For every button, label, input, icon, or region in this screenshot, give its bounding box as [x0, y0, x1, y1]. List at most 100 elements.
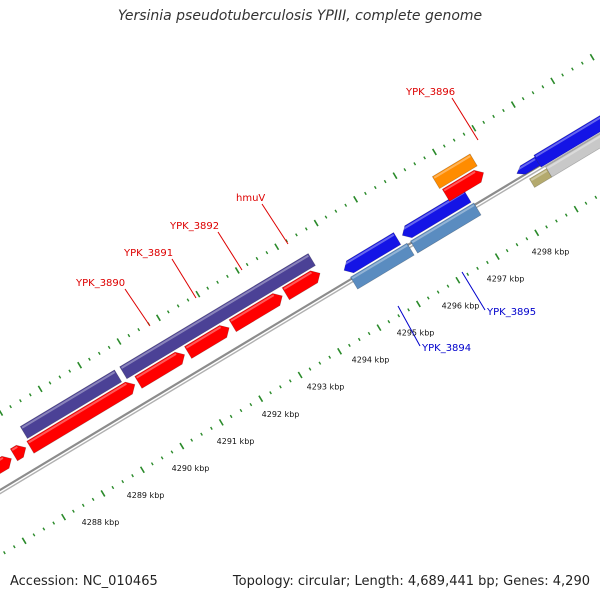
gene-arrow-ypk3890-highlight	[28, 382, 127, 444]
tick-label: 4288 kbp	[82, 518, 120, 527]
gene-features	[0, 115, 600, 475]
gene-arrow-red-right-highlight	[443, 171, 476, 192]
inner-tick	[328, 355, 332, 359]
inner-tick	[258, 395, 264, 403]
outer-tick	[186, 298, 190, 302]
outer-tick	[107, 345, 111, 350]
outer-tick	[334, 209, 338, 213]
gene-label-leader	[217, 231, 243, 271]
outer-tick	[285, 239, 288, 243]
gene-arrow-red	[0, 455, 12, 475]
gene-label: YPK_3895	[486, 307, 536, 318]
inner-tick	[337, 347, 343, 355]
gene-arrow-ypk3892	[184, 325, 230, 359]
gene-arrow-ypk3890	[26, 381, 136, 454]
outer-tick	[48, 381, 52, 385]
gene-arrow-ypk3891-highlight	[136, 353, 177, 379]
gene-block-blue-right	[533, 115, 600, 168]
gene-label: YPK_3896	[405, 87, 455, 98]
outer-tick	[571, 67, 574, 71]
tick-label: 4289 kbp	[127, 491, 165, 500]
inner-tick	[190, 438, 194, 442]
outer-tick	[383, 179, 387, 184]
inner-tick	[91, 497, 95, 502]
outer-tick	[462, 132, 466, 136]
outer-tick	[482, 120, 486, 124]
inner-tick	[200, 432, 203, 436]
outer-tick	[561, 73, 564, 77]
inner-tick	[218, 418, 224, 426]
outer-tick	[373, 185, 377, 190]
inner-tick	[239, 408, 243, 413]
gene-block-gray-highlight	[546, 135, 600, 169]
gene-arrow-ypk3891	[134, 351, 185, 389]
outer-tick	[127, 333, 131, 338]
outer-tick	[353, 195, 359, 203]
outer-tick	[403, 168, 407, 172]
gene-block-khaki	[528, 168, 553, 188]
tick-label: 4290 kbp	[172, 464, 210, 473]
outer-tick	[137, 328, 141, 332]
tick-label: 4294 kbp	[352, 356, 390, 365]
gene-block-navy-long	[119, 253, 316, 380]
inner-tick	[170, 450, 174, 454]
outer-tick	[155, 314, 161, 322]
gene-label: YPK_3891	[123, 248, 173, 259]
inner-tick	[397, 314, 401, 318]
tick-label: 4293 kbp	[307, 383, 345, 392]
inner-tick	[308, 367, 312, 371]
gene-block-ypk3896	[431, 153, 478, 189]
inner-tick	[455, 276, 461, 284]
outer-tick	[9, 404, 12, 409]
inner-tick	[367, 331, 371, 336]
inner-tick	[3, 551, 6, 555]
gene-arrow-ypk3892b	[228, 293, 283, 333]
inner-tick	[376, 324, 382, 332]
outer-tick	[531, 91, 535, 95]
gene-label: YPK_3892	[169, 221, 219, 232]
genome-summary-text: Topology: circular; Length: 4,689,441 bp…	[232, 574, 590, 589]
outer-tick	[88, 357, 91, 361]
outer-tick	[550, 77, 556, 85]
inner-tick	[288, 379, 292, 383]
gene-block-navy	[19, 369, 123, 439]
outer-tick	[226, 274, 229, 278]
map-title: Yersinia pseudotuberculosis YPIII, compl…	[117, 8, 483, 24]
gene-block-ypk3894-highlight	[351, 244, 408, 280]
inner-tick	[545, 225, 548, 229]
inner-tick	[357, 337, 361, 342]
inner-tick	[466, 272, 470, 276]
inner-tick	[279, 385, 282, 389]
tick-label: 4291 kbp	[217, 437, 255, 446]
gene-arrow-red-highlight	[11, 446, 18, 451]
outer-tick	[580, 61, 584, 65]
inner-tick	[249, 402, 253, 407]
inner-tick	[150, 462, 154, 466]
outer-tick	[176, 304, 180, 308]
outer-tick	[502, 108, 505, 113]
inner-tick	[42, 527, 46, 531]
outer-tick	[216, 280, 219, 284]
gene-label-leader	[261, 203, 289, 245]
inner-tick	[534, 229, 540, 237]
tick-label: 4297 kbp	[487, 275, 525, 284]
outer-tick	[28, 393, 32, 397]
outer-tick	[19, 399, 22, 403]
tick-label: 4295 kbp	[397, 329, 435, 338]
gene-arrow-blue	[343, 232, 402, 274]
outer-tick	[492, 114, 495, 119]
outer-tick	[313, 219, 319, 227]
outer-tick	[392, 172, 398, 180]
outer-tick	[452, 138, 456, 142]
outer-tick	[37, 385, 43, 393]
inner-tick	[555, 219, 558, 223]
outer-tick	[423, 156, 426, 160]
outer-tick	[0, 409, 4, 416]
inner-tick	[486, 260, 489, 265]
inner-tick	[515, 243, 519, 247]
gene-arrow-blue-highlight	[341, 233, 395, 267]
outer-tick	[431, 148, 437, 156]
outer-tick	[245, 262, 249, 267]
gene-label-leader	[171, 258, 197, 299]
outer-tick	[521, 97, 525, 101]
